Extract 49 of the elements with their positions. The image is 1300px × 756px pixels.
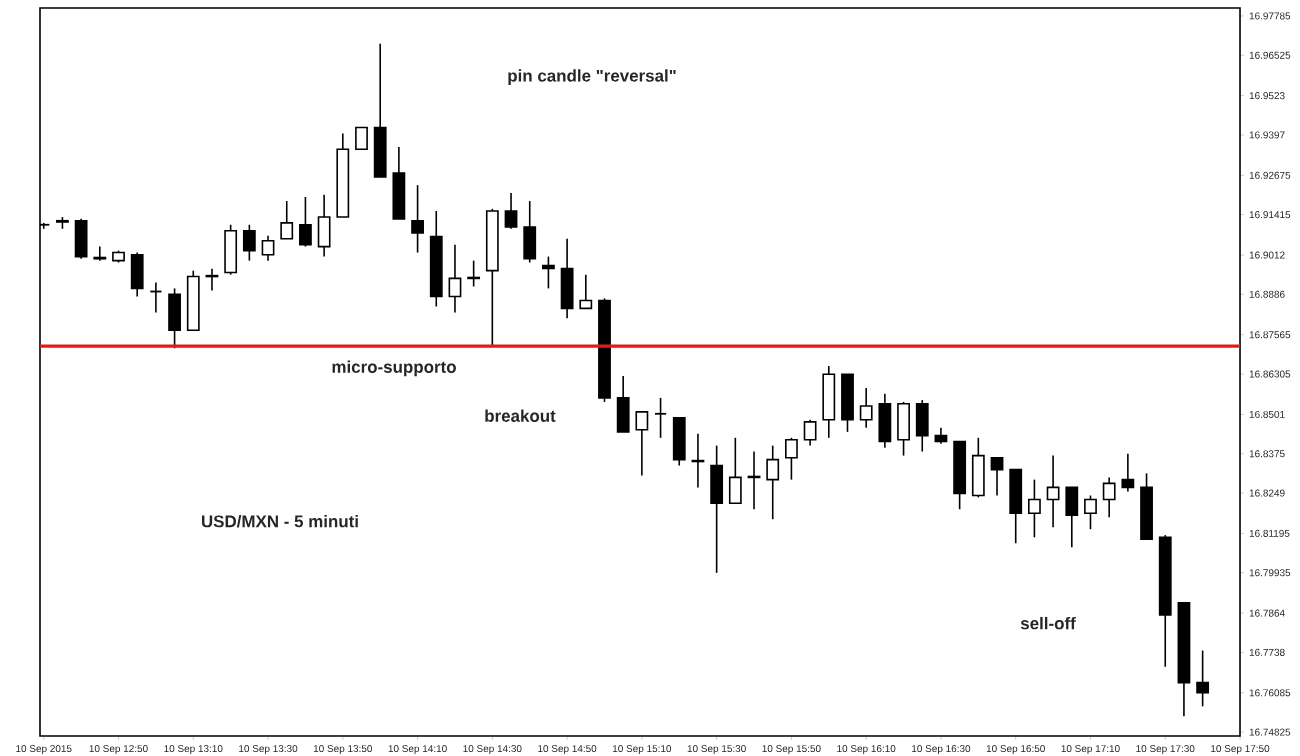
candlestick bbox=[523, 200, 537, 264]
candlestick bbox=[392, 146, 406, 220]
candlestick bbox=[411, 184, 424, 254]
candlestick bbox=[1009, 468, 1023, 545]
candlestick bbox=[224, 223, 238, 276]
candlestick bbox=[803, 418, 817, 447]
candlestick bbox=[616, 375, 630, 433]
annotation: sell-off bbox=[1020, 616, 1076, 630]
candlestick bbox=[261, 234, 275, 262]
candlestick bbox=[355, 126, 368, 151]
candlestick bbox=[74, 218, 88, 260]
candlestick bbox=[672, 417, 686, 467]
candlestick bbox=[1065, 486, 1079, 549]
candlestick bbox=[859, 387, 873, 429]
candlestick bbox=[560, 238, 574, 320]
candlestick bbox=[990, 456, 1004, 497]
candlestick bbox=[1028, 478, 1041, 539]
candlestick bbox=[542, 255, 555, 290]
candlestick bbox=[822, 365, 836, 439]
candlestick bbox=[93, 245, 107, 262]
candlestick bbox=[971, 437, 985, 499]
annotation: breakout bbox=[485, 409, 556, 422]
candlestick bbox=[280, 200, 294, 240]
candlestick bbox=[710, 444, 724, 574]
candlestick bbox=[878, 393, 892, 449]
candlestick bbox=[168, 287, 181, 350]
candlestick bbox=[635, 411, 649, 477]
candlestick bbox=[299, 196, 312, 248]
candlestick bbox=[1121, 452, 1135, 493]
candlestick bbox=[1084, 494, 1097, 530]
candlestick bbox=[1102, 476, 1116, 519]
annotation: USD/MXN - 5 minuti bbox=[201, 514, 358, 528]
candlestick bbox=[242, 223, 256, 262]
candlestick bbox=[130, 251, 144, 298]
annotation: pin candle "reversal" bbox=[508, 69, 676, 86]
candlestick bbox=[841, 373, 854, 433]
candlestick bbox=[654, 397, 668, 439]
annotation: micro-supporto bbox=[332, 360, 456, 377]
candlestick bbox=[317, 194, 331, 258]
candlestick bbox=[448, 243, 462, 314]
candlestick bbox=[504, 192, 518, 230]
candlestick bbox=[1046, 454, 1060, 529]
candlestick bbox=[897, 401, 910, 457]
candlestick bbox=[766, 444, 780, 521]
candlestick bbox=[579, 273, 593, 310]
candlestick bbox=[1196, 649, 1210, 708]
candlestick bbox=[915, 399, 929, 453]
candlestick bbox=[728, 437, 742, 505]
candlestick bbox=[785, 437, 798, 481]
